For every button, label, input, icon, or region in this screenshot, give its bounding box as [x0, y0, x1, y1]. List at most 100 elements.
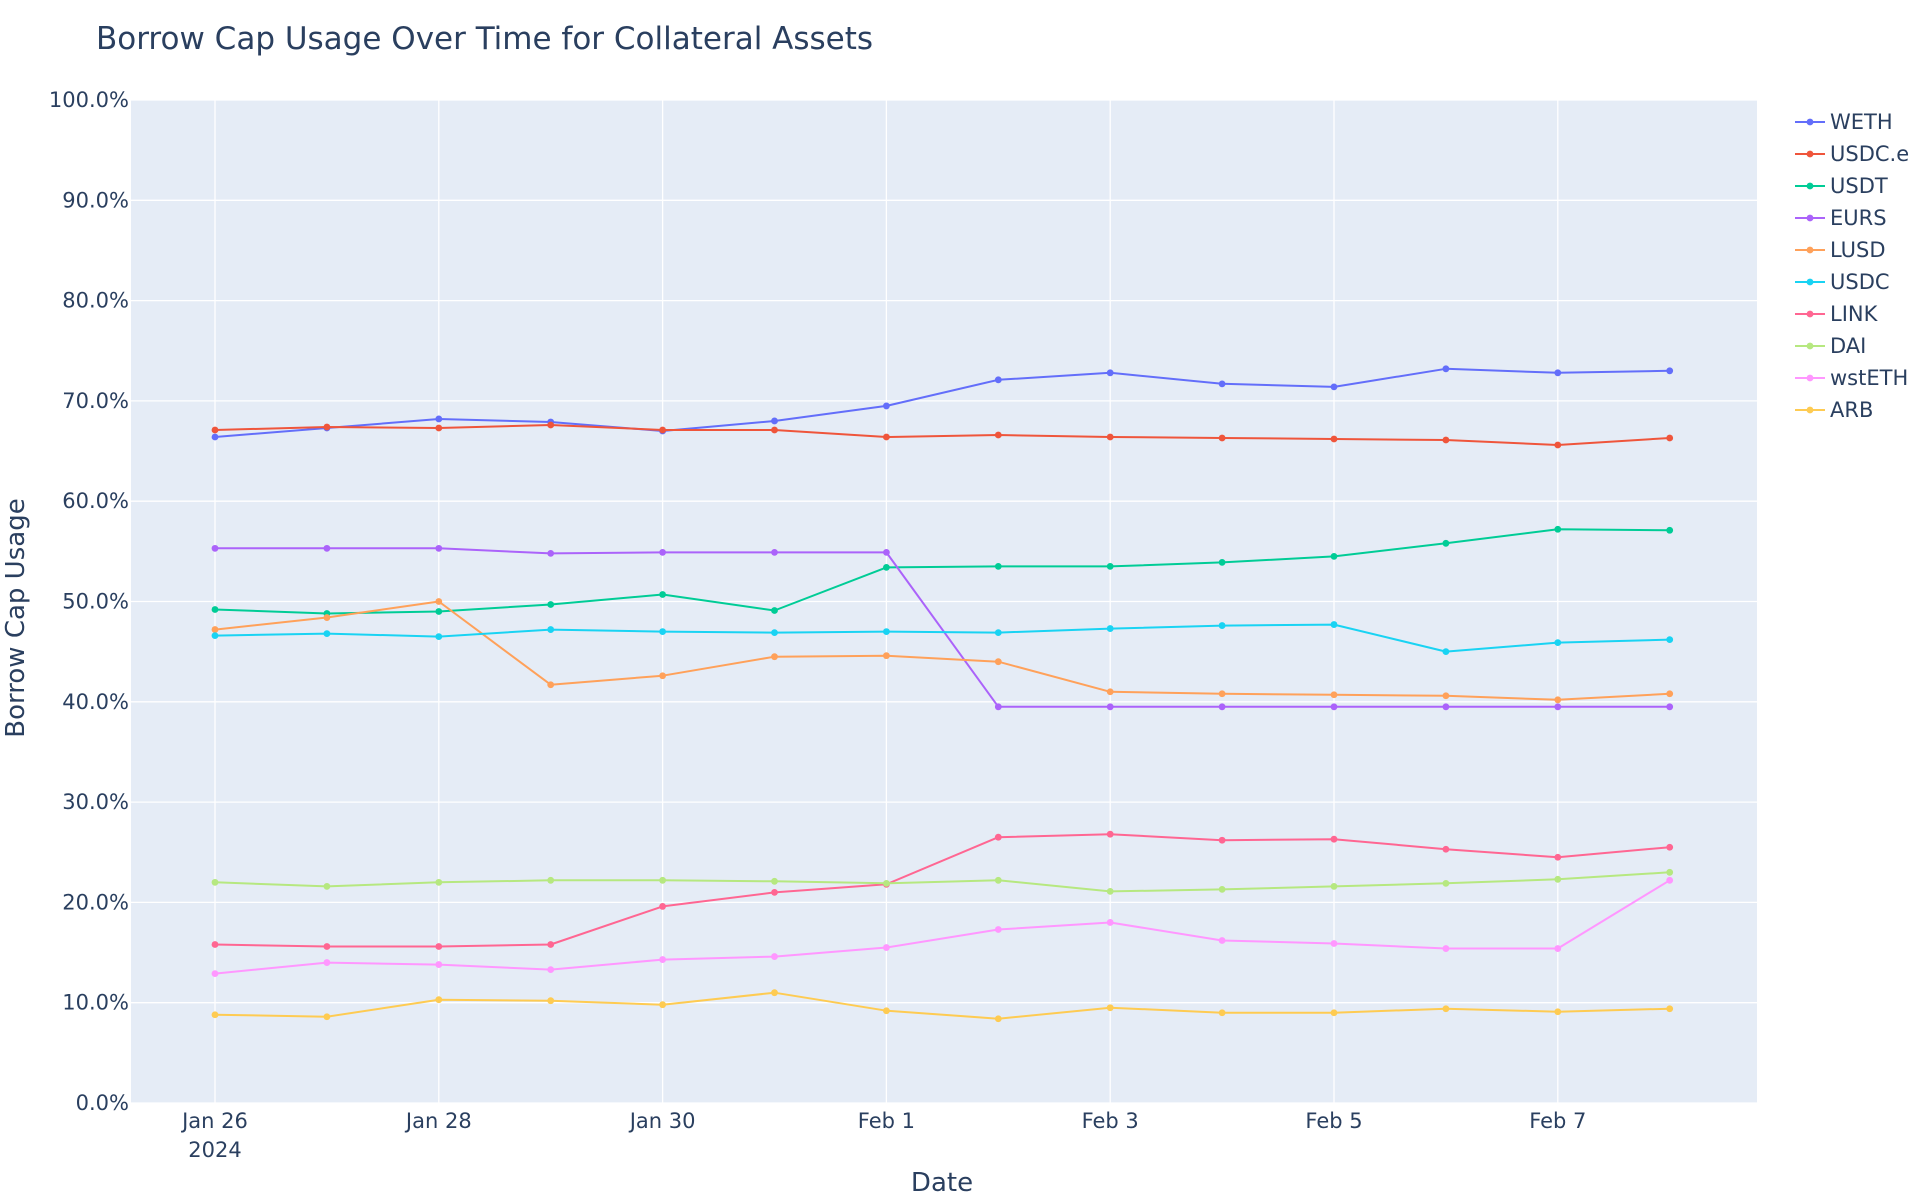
data-point-usdc-e[interactable] [1442, 436, 1450, 444]
data-point-eurs[interactable] [547, 549, 555, 557]
data-point-usdc[interactable] [211, 632, 219, 640]
data-point-usdc-e[interactable] [659, 426, 666, 434]
data-point-wsteth[interactable] [435, 961, 443, 968]
data-point-eurs[interactable] [883, 548, 890, 556]
data-point-wsteth[interactable] [211, 970, 219, 978]
data-point-wsteth[interactable] [994, 926, 1002, 933]
data-point-weth[interactable] [883, 402, 890, 410]
data-point-arb[interactable] [994, 1015, 1002, 1023]
data-point-eurs[interactable] [1554, 703, 1562, 711]
data-point-usdc[interactable] [994, 629, 1002, 636]
data-point-eurs[interactable] [435, 544, 443, 552]
legend-item-link[interactable]: LINK [1795, 302, 1879, 326]
data-point-dai[interactable] [1666, 868, 1674, 876]
data-point-usdc-e[interactable] [1554, 441, 1562, 449]
data-point-lusd[interactable] [994, 658, 1002, 666]
data-point-link[interactable] [1218, 836, 1226, 844]
data-point-arb[interactable] [1106, 1004, 1114, 1012]
data-point-usdc-e[interactable] [211, 426, 219, 434]
data-point-wsteth[interactable] [883, 944, 890, 951]
data-point-wsteth[interactable] [1106, 919, 1114, 926]
data-point-dai[interactable] [1554, 875, 1562, 883]
legend-item-usdc[interactable]: USDC [1795, 270, 1890, 294]
data-point-usdt[interactable] [1106, 562, 1114, 570]
data-point-link[interactable] [323, 943, 331, 950]
data-point-weth[interactable] [1218, 380, 1226, 388]
legend-item-weth[interactable]: WETH [1795, 110, 1893, 134]
data-point-usdc-e[interactable] [1330, 435, 1338, 443]
data-point-arb[interactable] [547, 997, 555, 1005]
data-point-lusd[interactable] [1554, 696, 1562, 704]
data-point-usdt[interactable] [547, 601, 555, 608]
data-point-eurs[interactable] [659, 548, 666, 556]
data-point-usdt[interactable] [1330, 552, 1338, 560]
data-point-usdc[interactable] [1666, 636, 1674, 644]
data-point-arb[interactable] [1554, 1008, 1562, 1016]
data-point-arb[interactable] [1666, 1005, 1674, 1013]
data-point-usdc[interactable] [1330, 621, 1338, 628]
data-point-lusd[interactable] [435, 598, 443, 605]
data-point-weth[interactable] [1666, 367, 1674, 375]
data-point-link[interactable] [1554, 853, 1562, 861]
data-point-lusd[interactable] [1330, 691, 1338, 699]
data-point-eurs[interactable] [1106, 703, 1114, 711]
data-point-link[interactable] [211, 941, 219, 948]
data-point-eurs[interactable] [1666, 703, 1674, 711]
data-point-lusd[interactable] [323, 614, 331, 621]
data-point-usdc-e[interactable] [547, 421, 555, 429]
legend-item-dai[interactable]: DAI [1795, 334, 1866, 358]
data-point-wsteth[interactable] [1666, 876, 1674, 884]
data-point-eurs[interactable] [994, 703, 1002, 711]
data-point-lusd[interactable] [1666, 690, 1674, 698]
data-point-link[interactable] [771, 888, 778, 896]
data-point-usdc-e[interactable] [771, 426, 778, 434]
data-point-wsteth[interactable] [1218, 937, 1226, 944]
data-point-wsteth[interactable] [547, 966, 555, 974]
data-point-weth[interactable] [435, 415, 443, 423]
legend-item-wsteth[interactable]: wstETH [1795, 366, 1908, 390]
data-point-arb[interactable] [323, 1013, 331, 1021]
legend-item-lusd[interactable]: LUSD [1795, 238, 1886, 262]
data-point-link[interactable] [659, 903, 666, 910]
data-point-usdt[interactable] [1442, 539, 1450, 547]
data-point-usdc[interactable] [435, 633, 443, 641]
data-point-eurs[interactable] [771, 548, 778, 556]
data-point-usdt[interactable] [771, 607, 778, 614]
data-point-link[interactable] [435, 943, 443, 950]
data-point-dai[interactable] [547, 876, 555, 884]
data-point-usdc[interactable] [323, 630, 331, 637]
data-point-dai[interactable] [883, 879, 890, 887]
data-point-usdc[interactable] [1218, 622, 1226, 629]
data-point-arb[interactable] [883, 1007, 890, 1015]
legend-item-arb[interactable]: ARB [1795, 398, 1873, 422]
data-point-wsteth[interactable] [1442, 945, 1450, 952]
data-point-lusd[interactable] [883, 652, 890, 660]
data-point-link[interactable] [1666, 843, 1674, 851]
data-point-lusd[interactable] [1442, 692, 1450, 700]
data-point-wsteth[interactable] [771, 953, 778, 960]
data-point-weth[interactable] [994, 376, 1002, 384]
data-point-usdc-e[interactable] [435, 424, 443, 432]
data-point-arb[interactable] [435, 996, 443, 1004]
data-point-usdt[interactable] [1218, 558, 1226, 566]
data-point-weth[interactable] [1330, 383, 1338, 391]
data-point-lusd[interactable] [771, 653, 778, 661]
data-point-dai[interactable] [1330, 882, 1338, 890]
data-point-weth[interactable] [1106, 369, 1114, 377]
data-point-dai[interactable] [435, 878, 443, 886]
data-point-usdt[interactable] [211, 606, 219, 613]
data-point-weth[interactable] [771, 417, 778, 425]
data-point-dai[interactable] [211, 878, 219, 886]
data-point-lusd[interactable] [659, 672, 666, 680]
data-point-dai[interactable] [1218, 885, 1226, 893]
data-point-eurs[interactable] [1218, 703, 1226, 711]
legend-item-usdt[interactable]: USDT [1795, 174, 1888, 198]
data-point-usdc-e[interactable] [1666, 434, 1674, 442]
data-point-usdt[interactable] [1666, 526, 1674, 534]
data-point-arb[interactable] [771, 989, 778, 997]
data-point-lusd[interactable] [547, 681, 555, 689]
data-point-link[interactable] [994, 833, 1002, 841]
data-point-usdt[interactable] [659, 591, 666, 598]
data-point-wsteth[interactable] [323, 959, 331, 966]
data-point-usdc[interactable] [771, 629, 778, 636]
